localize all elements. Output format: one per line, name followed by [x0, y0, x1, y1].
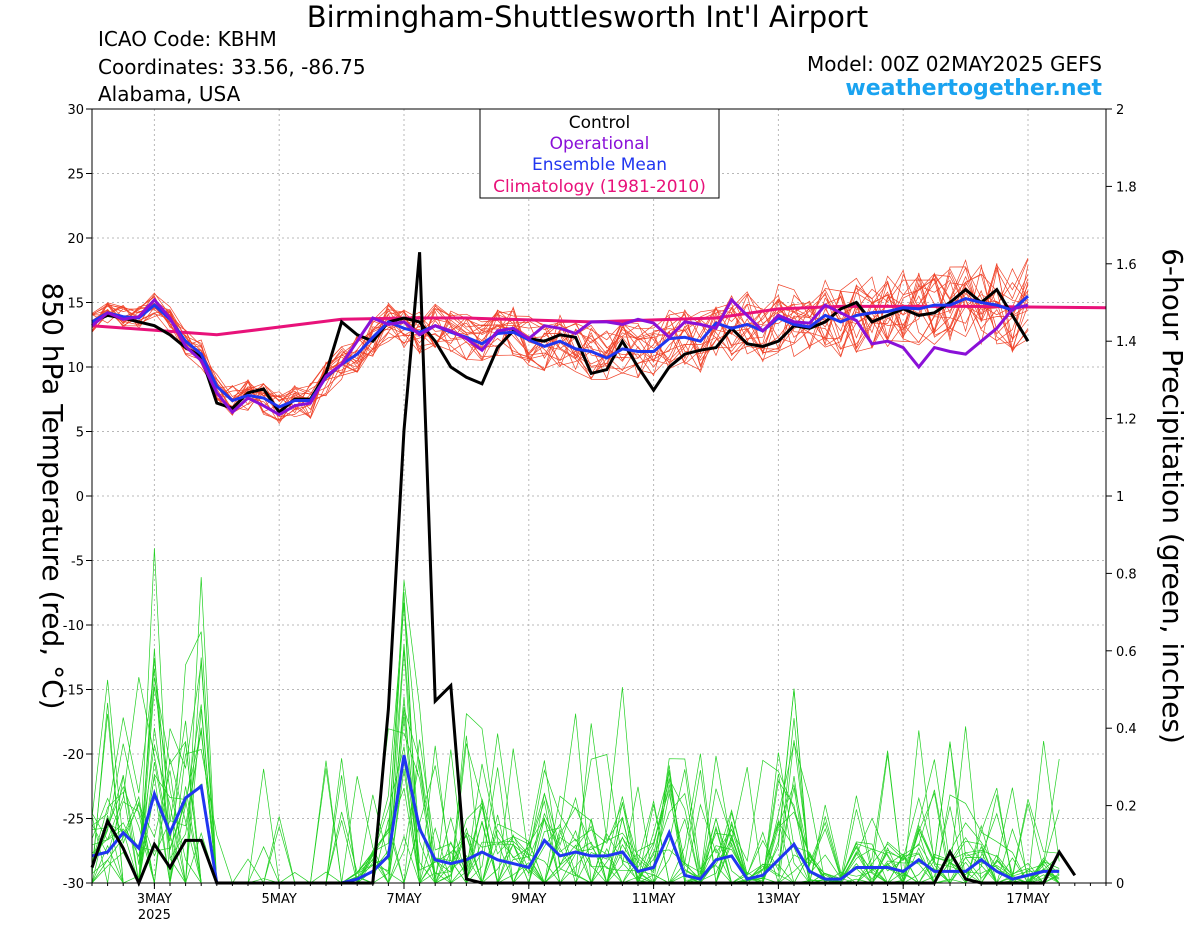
series-layer: [90, 252, 1107, 887]
model-run: Model: 00Z 02MAY2025 GEFS: [807, 52, 1102, 76]
x-tick-label: 13MAY: [757, 892, 801, 907]
y-left-tick-label: -15: [63, 684, 84, 699]
coordinates: Coordinates: 33.56, -86.75: [98, 55, 366, 79]
y-left-tick-label: 10: [67, 361, 84, 376]
ensemble-temperature-member: [91, 285, 1029, 419]
y-left-tick-label: -10: [63, 619, 84, 634]
y-right-tick-label: 0.6: [1116, 645, 1137, 660]
y-axis-right-label: 6-hour Precipitation (green, inches): [1156, 248, 1189, 744]
legend-ensemble-mean: Ensemble Mean: [532, 155, 667, 175]
ensemble-temperature-member: [91, 266, 1029, 414]
chart-title: Birmingham-Shuttlesworth Int'l Airport: [306, 0, 869, 34]
ensemble-precip-member: [91, 657, 1060, 884]
y-left-tick-label: -20: [63, 748, 84, 763]
y-left-tick-label: 5: [76, 426, 84, 441]
y-right-tick-label: 1.6: [1116, 258, 1137, 273]
ensemble-precip-member: [91, 577, 1060, 885]
y-left-tick-label: -5: [71, 555, 84, 570]
legend-box: Control Operational Ensemble Mean Climat…: [479, 108, 720, 199]
legend-climatology: Climatology (1981-2010): [493, 177, 706, 197]
ensemble-precip-member: [91, 728, 1060, 885]
ensemble-temperature-member: [91, 267, 1029, 421]
y-right-tick-label: 0.8: [1116, 567, 1137, 582]
y-axis-left-label: 850 hPa Temperature (red, °C): [36, 282, 69, 709]
ensemble-temperature-member: [91, 274, 1029, 414]
legend-control: Control: [569, 113, 630, 133]
y-right-tick-label: 1.4: [1116, 335, 1137, 350]
y-right-tick-label: 1.2: [1116, 413, 1137, 428]
ensemble-precip-layer: [91, 548, 1060, 885]
grid-layer: [92, 109, 1106, 883]
x-tick-label: 9MAY: [511, 892, 546, 907]
y-left-tick-label: -30: [63, 877, 84, 892]
ensemble-precip-member: [91, 580, 1060, 885]
y-left-tick-label: -25: [63, 813, 84, 828]
x-tick-label: 5MAY: [262, 892, 297, 907]
y-right-tick-label: 0: [1116, 877, 1124, 892]
ensemble-temperature-member: [91, 273, 1029, 417]
x-tick-label: 3MAY: [137, 892, 172, 907]
location: Alabama, USA: [98, 82, 241, 106]
y-left-tick-label: 15: [67, 297, 84, 312]
website-link[interactable]: weathertogether.net: [845, 76, 1102, 101]
x-tick-sublabel: 2025: [138, 908, 171, 923]
y-right-tick-label: 0.2: [1116, 800, 1137, 815]
ensemble-temperature-member: [91, 264, 1029, 419]
y-right-tick-label: 1.8: [1116, 180, 1137, 195]
x-tick-label: 15MAY: [881, 892, 925, 907]
y-left-tick-label: 0: [76, 490, 84, 505]
x-tick-label: 7MAY: [386, 892, 421, 907]
ensemble-precip-member: [91, 696, 1060, 884]
y-left-tick-label: 25: [67, 168, 84, 183]
y-right-tick-label: 2: [1116, 103, 1124, 118]
icao-code: ICAO Code: KBHM: [98, 27, 277, 51]
y-left-tick-label: 30: [67, 103, 84, 118]
ensemble-precip-member: [91, 657, 1060, 885]
y-right-tick-label: 0.4: [1116, 722, 1137, 737]
ensemble-temperature-member: [91, 268, 1029, 410]
legend-operational: Operational: [550, 134, 650, 154]
x-tick-label: 11MAY: [632, 892, 676, 907]
y-right-tick-label: 1: [1116, 490, 1124, 505]
temperature-mean-line: [91, 294, 1030, 409]
axis-layer: 302520151050-5-10-15-20-25-3021.81.61.41…: [63, 103, 1137, 923]
temperature-control-line: [91, 287, 1030, 415]
x-tick-label: 17MAY: [1006, 892, 1050, 907]
temperature-operational-line: [91, 297, 1029, 417]
y-left-tick-label: 20: [67, 232, 84, 247]
